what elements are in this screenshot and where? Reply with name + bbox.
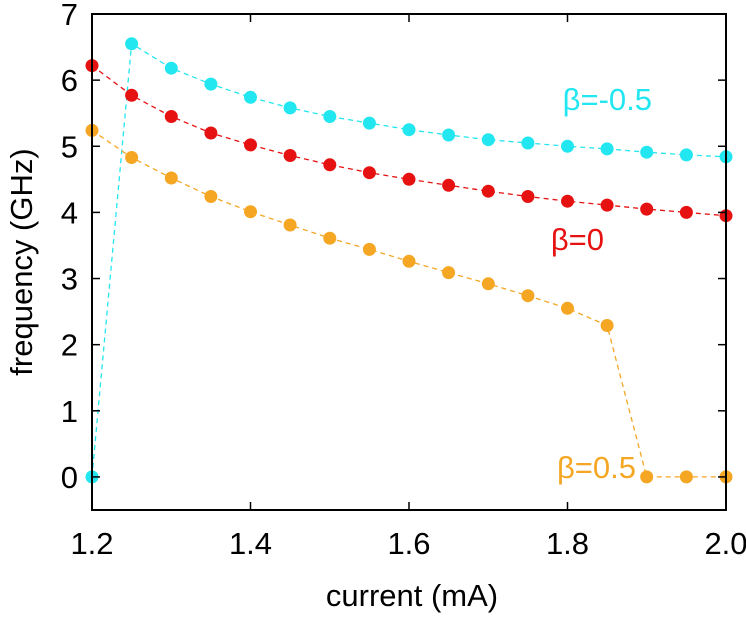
data-point bbox=[402, 172, 416, 186]
ticks-layer: 1.2 1.4 1.6 1.8 2.0 0 1 2 3 4 5 6 7 bbox=[61, 0, 746, 561]
data-point bbox=[481, 133, 495, 147]
data-point bbox=[125, 151, 139, 164]
x-tick-label: 1.6 bbox=[387, 526, 430, 561]
data-point bbox=[640, 202, 654, 216]
data-point bbox=[679, 470, 693, 484]
data-point bbox=[481, 277, 495, 291]
data-point bbox=[640, 470, 654, 484]
data-point bbox=[600, 319, 614, 332]
data-point bbox=[164, 61, 178, 75]
data-point bbox=[442, 128, 456, 142]
data-point bbox=[679, 148, 693, 162]
data-point bbox=[362, 116, 376, 130]
series-2 bbox=[85, 123, 733, 484]
series-line bbox=[91, 42, 727, 477]
data-point bbox=[164, 110, 178, 123]
data-point bbox=[600, 198, 614, 212]
data-point bbox=[402, 123, 416, 137]
series-label-beta-0: β=0 bbox=[551, 222, 604, 257]
data-point bbox=[561, 139, 574, 153]
data-point bbox=[283, 149, 297, 162]
data-point bbox=[362, 166, 376, 180]
data-point bbox=[561, 194, 574, 208]
data-point bbox=[204, 77, 218, 91]
data-point bbox=[244, 205, 257, 219]
x-axis-label: current (mA) bbox=[326, 578, 498, 613]
data-point bbox=[283, 101, 297, 115]
data-point bbox=[521, 289, 535, 303]
data-point bbox=[481, 184, 495, 198]
y-tick-label: 6 bbox=[61, 63, 78, 98]
data-point bbox=[323, 231, 337, 245]
series-0 bbox=[85, 37, 733, 484]
data-point bbox=[164, 171, 178, 185]
data-point bbox=[125, 88, 139, 102]
data-point bbox=[362, 242, 376, 256]
series-label-beta-0-5: β=0.5 bbox=[557, 450, 636, 485]
x-tick-label: 1.8 bbox=[546, 526, 589, 561]
data-point bbox=[244, 90, 257, 104]
data-point bbox=[402, 254, 416, 268]
y-tick-label: 3 bbox=[61, 262, 78, 297]
data-point bbox=[600, 142, 614, 156]
y-tick-label: 4 bbox=[61, 195, 78, 230]
data-point bbox=[521, 136, 535, 150]
data-point bbox=[561, 301, 574, 315]
y-tick-label: 2 bbox=[61, 328, 78, 363]
y-tick-label: 7 bbox=[61, 0, 78, 32]
x-tick-label: 1.2 bbox=[70, 526, 113, 561]
data-point bbox=[679, 205, 693, 219]
data-point bbox=[442, 266, 456, 280]
data-point bbox=[125, 37, 139, 51]
data-point bbox=[204, 126, 218, 140]
series-1 bbox=[85, 59, 733, 223]
data-point bbox=[323, 158, 337, 172]
x-tick-label: 1.4 bbox=[229, 526, 272, 561]
data-point bbox=[244, 138, 257, 152]
x-tick-label: 2.0 bbox=[704, 526, 746, 561]
series-layer bbox=[85, 37, 733, 484]
series-label-beta-minus-0-5: β=-0.5 bbox=[563, 82, 652, 117]
data-point bbox=[640, 145, 654, 159]
data-point bbox=[204, 190, 218, 203]
data-point bbox=[442, 178, 456, 192]
data-point bbox=[323, 110, 337, 123]
data-point bbox=[521, 190, 535, 203]
y-tick-label: 5 bbox=[61, 129, 78, 164]
y-tick-label: 1 bbox=[61, 394, 78, 429]
data-point bbox=[283, 218, 297, 232]
y-axis-label: frequency (GHz) bbox=[4, 148, 39, 375]
y-tick-label: 0 bbox=[61, 460, 78, 495]
